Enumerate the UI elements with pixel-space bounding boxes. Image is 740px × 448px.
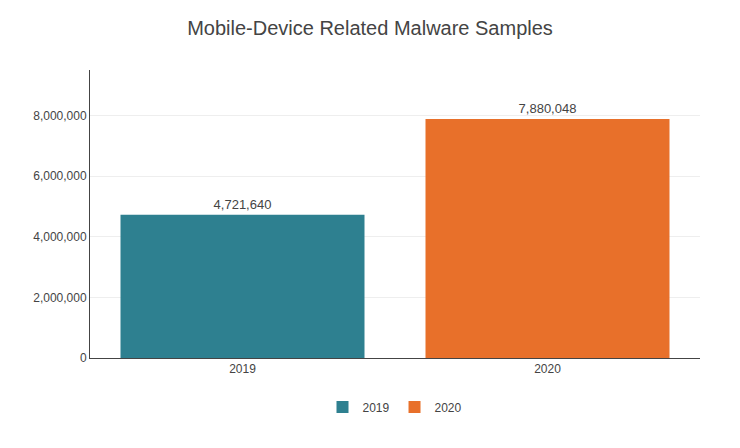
svg-text:2019: 2019 <box>229 362 256 376</box>
svg-text:Mobile-Device Related Malware: Mobile-Device Related Malware Samples <box>187 17 553 39</box>
svg-text:0: 0 <box>80 351 87 365</box>
svg-text:4,000,000: 4,000,000 <box>33 230 87 244</box>
svg-text:8,000,000: 8,000,000 <box>33 109 87 123</box>
svg-text:6,000,000: 6,000,000 <box>33 169 87 183</box>
svg-text:7,880,048: 7,880,048 <box>519 101 577 116</box>
svg-text:2,000,000: 2,000,000 <box>33 291 87 305</box>
svg-text:2019: 2019 <box>363 401 390 415</box>
svg-text:2020: 2020 <box>435 401 462 415</box>
svg-text:2020: 2020 <box>534 362 561 376</box>
svg-text:4,721,640: 4,721,640 <box>214 197 272 212</box>
